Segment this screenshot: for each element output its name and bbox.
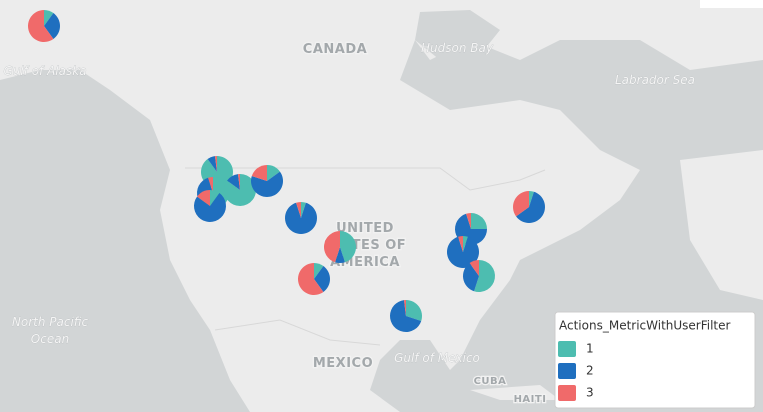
pie xyxy=(284,202,317,234)
legend-label: 1 xyxy=(586,342,594,356)
pie xyxy=(194,190,227,222)
pie-slice xyxy=(298,263,324,296)
pie xyxy=(224,174,256,206)
hudson-bay xyxy=(415,10,500,60)
pie xyxy=(250,165,283,197)
map-label: CUBA xyxy=(474,376,507,387)
map-label: Gulf of Alaska xyxy=(3,64,86,78)
map-label: MEXICO xyxy=(313,356,373,371)
pie-slice xyxy=(403,300,406,316)
legend-box xyxy=(554,311,756,409)
pie-slice xyxy=(214,156,217,172)
pie xyxy=(390,300,422,332)
pie-slice xyxy=(463,236,468,252)
pie-slice xyxy=(44,10,54,26)
pie-slice xyxy=(314,263,324,279)
pie-slice xyxy=(27,10,54,43)
pie-slice xyxy=(458,236,463,252)
map-label: Gulf of Mexico xyxy=(394,351,480,365)
map-label: CANADA xyxy=(303,42,367,57)
pie-slice xyxy=(466,213,471,229)
pie-slice xyxy=(227,174,240,190)
pie-slice xyxy=(301,202,306,218)
map-label: Ocean xyxy=(31,332,69,346)
legend-swatch xyxy=(558,385,576,401)
pies xyxy=(27,10,545,332)
legend-swatch xyxy=(558,363,576,379)
cuba xyxy=(470,385,560,400)
map-label: Labrador Sea xyxy=(615,73,695,87)
pie-slice xyxy=(529,191,534,207)
pie-slice xyxy=(314,266,331,292)
map-label: HAITI xyxy=(514,394,547,405)
pie-slice xyxy=(335,247,345,263)
map-label: Hudson Bay xyxy=(421,41,494,55)
land xyxy=(680,150,763,300)
pie xyxy=(446,236,479,269)
pie-slice xyxy=(237,174,240,190)
pie-slice xyxy=(44,13,60,39)
map-label: UNITED xyxy=(336,221,394,236)
pie-slice xyxy=(296,202,301,218)
pie-slice xyxy=(197,190,210,206)
legend-swatch xyxy=(558,341,576,357)
pie-slice xyxy=(512,191,529,217)
pie-slice xyxy=(250,171,283,197)
pie-slice xyxy=(210,190,220,206)
pie-slice xyxy=(284,202,317,234)
pie-slice xyxy=(390,300,422,332)
pie-slice xyxy=(251,165,267,181)
legend: Actions_MetricWithUserFilter 1 2 3 xyxy=(554,311,756,409)
pie-slice xyxy=(446,236,479,269)
pie xyxy=(27,10,60,43)
pie-slice xyxy=(406,300,422,321)
legend-label: 3 xyxy=(586,386,594,400)
pie-slice xyxy=(207,156,217,172)
pie-slice xyxy=(340,231,357,263)
pie-slice xyxy=(323,231,340,263)
pie-slice xyxy=(469,260,479,276)
pie xyxy=(298,263,331,296)
pie xyxy=(323,231,357,263)
pie-slice xyxy=(471,213,487,229)
map-label: North Pacific xyxy=(12,315,89,329)
pie-slice xyxy=(208,177,213,193)
pie-slice xyxy=(194,193,227,222)
pie-slice xyxy=(474,260,495,292)
legend-title: Actions_MetricWithUserFilter xyxy=(559,319,731,333)
control xyxy=(700,0,763,8)
pie-slice xyxy=(516,191,545,223)
pie xyxy=(512,191,545,223)
pie xyxy=(462,260,495,292)
legend-label: 2 xyxy=(586,364,594,378)
borders xyxy=(185,167,546,346)
pie-slice xyxy=(267,165,280,181)
pie-slice xyxy=(462,263,479,292)
